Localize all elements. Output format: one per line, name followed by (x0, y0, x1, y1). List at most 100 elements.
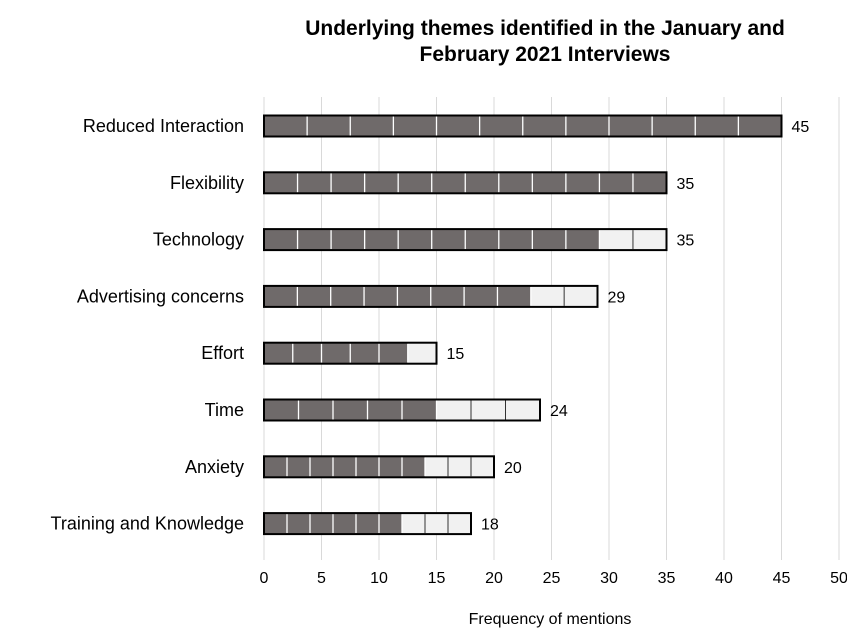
bar-segment-dark (565, 115, 609, 137)
bar-segment-dark (297, 172, 332, 194)
data-label: 35 (677, 233, 695, 250)
bar-segment-dark (264, 456, 287, 478)
bar-segment-light (530, 285, 565, 307)
data-label: 24 (550, 403, 568, 420)
bar-outline (263, 284, 599, 308)
category-label: Effort (201, 343, 244, 363)
bar-segment-dark (464, 285, 498, 307)
bar-segment-dark (297, 285, 331, 307)
x-tick-label: 25 (543, 570, 561, 587)
bar-segment-dark (367, 399, 402, 421)
bar-segment-dark (364, 229, 399, 251)
bar-segment-dark (331, 229, 365, 251)
bar-segment-light (471, 456, 494, 478)
bar-segment-dark (465, 172, 499, 194)
x-tick-label: 5 (317, 570, 326, 587)
bar-segment-light (505, 399, 540, 421)
chart-title: Underlying themes identified in the Janu… (240, 16, 847, 68)
bar-segment-dark (264, 513, 287, 535)
bar-segment-dark (287, 513, 310, 535)
bar-outline (263, 171, 668, 195)
bar-segment-light (425, 513, 448, 535)
data-label: 20 (504, 460, 522, 477)
bar-segment-dark (532, 172, 566, 194)
bar-segment-light (564, 285, 598, 307)
bar-segment-dark (522, 115, 566, 137)
bar-segment-light (402, 513, 425, 535)
bar-segment-dark (356, 456, 379, 478)
bar-segment-dark (364, 172, 399, 194)
bar-segment-dark (297, 229, 332, 251)
x-tick-label: 35 (658, 570, 676, 587)
category-label: Technology (153, 230, 244, 250)
chart-title-line-1: Underlying themes identified in the Janu… (305, 17, 785, 40)
bar-segment-dark (431, 229, 466, 251)
bar-segment-dark (321, 342, 351, 364)
bar-outline (263, 512, 472, 536)
bar-segment-dark (398, 229, 432, 251)
bar-segment-dark (402, 399, 437, 421)
bar-segment-dark (398, 172, 432, 194)
bar-segment-light (599, 229, 633, 251)
bar-segment-dark (331, 172, 365, 194)
bar-segment-dark (264, 172, 298, 194)
bar-segment-dark (350, 342, 379, 364)
data-label: 29 (608, 289, 626, 306)
bar-segment-dark (330, 285, 365, 307)
bar-segment-dark (393, 115, 437, 137)
bar-segment-dark (350, 115, 394, 137)
category-label: Anxiety (185, 457, 244, 477)
bar-segment-dark (292, 342, 322, 364)
x-axis-label: Frequency of mentions (468, 611, 632, 628)
bar-outline (263, 341, 438, 365)
data-label: 35 (677, 176, 695, 193)
x-tick-label: 30 (600, 570, 618, 587)
bar-segment-dark (356, 513, 379, 535)
x-tick-label: 20 (485, 570, 503, 587)
bar-segment-dark (565, 229, 600, 251)
bar-segment-light (448, 513, 471, 535)
bar-segment-dark (436, 115, 480, 137)
bar-segment-dark (333, 456, 356, 478)
bar-segment-light (436, 399, 471, 421)
bar-segment-dark (264, 399, 299, 421)
chart-title-line-2: February 2021 Interviews (419, 43, 671, 66)
bar-segment-dark (298, 399, 333, 421)
bar-segment-dark (310, 513, 333, 535)
bar-segment-dark (497, 285, 531, 307)
bar-segment-dark (498, 172, 533, 194)
category-label: Reduced Interaction (83, 116, 244, 136)
bar-outline (263, 228, 668, 252)
bar-segment-dark (333, 513, 356, 535)
bar-segment-dark (264, 285, 298, 307)
bar-segment-dark (532, 229, 566, 251)
data-label: 45 (792, 119, 810, 136)
bar-segment-dark (431, 172, 466, 194)
bar-segment-light (448, 456, 471, 478)
bar-segment-dark (379, 513, 402, 535)
bar-segment-dark (599, 172, 633, 194)
x-tick-label: 10 (370, 570, 388, 587)
category-label: Training and Knowledge (51, 514, 244, 534)
x-tick-label: 50 (830, 570, 847, 587)
category-label: Advertising concerns (77, 286, 244, 306)
bar-segment-dark (287, 456, 310, 478)
bar-segment-dark (479, 115, 523, 137)
bar-segment-dark (397, 285, 431, 307)
bar-segment-light (471, 399, 506, 421)
bar-segment-dark (333, 399, 368, 421)
bar-segment-dark (307, 115, 351, 137)
bar-segment-dark (652, 115, 696, 137)
bar-outline (263, 114, 783, 138)
bar-segment-dark (264, 115, 308, 137)
bar-outline (263, 455, 495, 479)
bar-segment-dark (465, 229, 499, 251)
x-tick-label: 15 (428, 570, 446, 587)
data-label: 15 (447, 346, 465, 363)
x-tick-label: 0 (260, 570, 269, 587)
bar-outline (263, 398, 541, 422)
bar-segment-dark (264, 229, 298, 251)
bar-segment-dark (430, 285, 465, 307)
category-label: Flexibility (170, 173, 244, 193)
